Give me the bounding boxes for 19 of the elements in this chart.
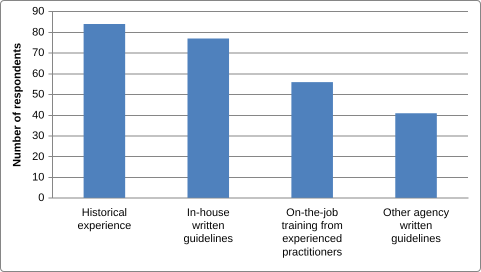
- bar: [291, 82, 333, 198]
- y-tick-label: 30: [32, 130, 44, 142]
- y-tick-label: 50: [32, 88, 44, 101]
- y-tick-label: 40: [32, 109, 44, 122]
- bar: [84, 24, 126, 198]
- y-tick-label: 80: [32, 26, 44, 38]
- x-tick-label: In-house written guidelines: [184, 206, 234, 246]
- y-tick-label: 0: [38, 192, 44, 204]
- y-tick-label: 70: [32, 47, 44, 60]
- x-tick-label: Other agency written guidelines: [383, 206, 450, 246]
- y-tick-label: 60: [32, 68, 44, 80]
- y-tick-label: 20: [32, 150, 44, 163]
- bar: [187, 38, 230, 198]
- y-tick-label: 10: [32, 172, 44, 184]
- x-tick-label: Historical experience: [77, 206, 132, 232]
- bar: [395, 113, 437, 198]
- x-tick-label: On-the-job training from experienced practitioners: [282, 206, 343, 258]
- y-tick-label: 90: [32, 6, 44, 18]
- y-axis-title: Number of respondents: [12, 42, 24, 167]
